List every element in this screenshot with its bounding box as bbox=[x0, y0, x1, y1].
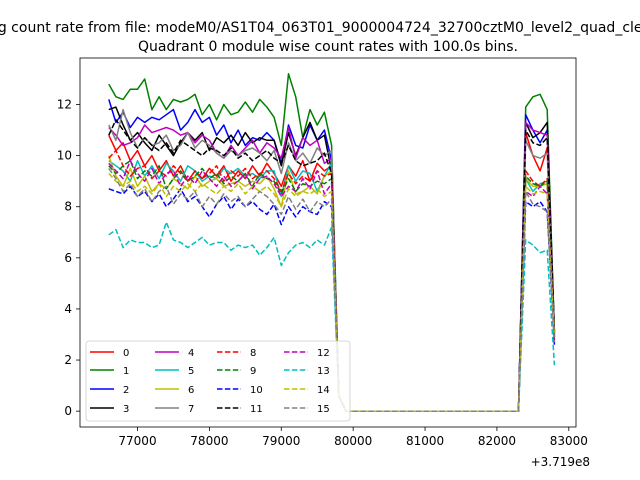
legend-label-13: 13 bbox=[317, 366, 330, 377]
legend-label-5: 5 bbox=[188, 366, 194, 377]
plot-axes: 77000 78000 79000 80000 81000 82000 83000 0 2 4 6 8… bbox=[57, 98, 588, 448]
legend-label-11: 11 bbox=[250, 404, 263, 415]
x-tick-label: 82000 bbox=[478, 434, 516, 448]
legend-label-2: 2 bbox=[123, 385, 129, 396]
y-tick-label: 10 bbox=[57, 149, 72, 163]
legend-label-6: 6 bbox=[188, 385, 194, 396]
y-tick-label: 6 bbox=[64, 251, 72, 265]
legend-label-8: 8 bbox=[250, 348, 256, 359]
x-axis-offset-label: +3.719e8 bbox=[531, 455, 590, 469]
x-tick-label: 77000 bbox=[118, 434, 156, 448]
x-tick-label: 78000 bbox=[190, 434, 228, 448]
legend-label-10: 10 bbox=[250, 385, 263, 396]
y-tick-label: 0 bbox=[64, 404, 72, 418]
y-tick-label: 2 bbox=[64, 353, 72, 367]
legend-label-1: 1 bbox=[123, 366, 129, 377]
plot-frame bbox=[79, 57, 577, 428]
figure-suptitle: Plotting count rate from file: modeM0/AS… bbox=[0, 20, 640, 36]
y-tick-label: 4 bbox=[64, 302, 72, 316]
legend-label-9: 9 bbox=[250, 366, 256, 377]
x-tick-label: 80000 bbox=[334, 434, 372, 448]
x-tick-label: 81000 bbox=[406, 434, 444, 448]
x-tick-label: 83000 bbox=[550, 434, 588, 448]
legend-box bbox=[85, 340, 351, 422]
plot-title: Quadrant 0 module wise count rates with … bbox=[138, 39, 518, 55]
legend-label-15: 15 bbox=[317, 404, 330, 415]
legend-label-0: 0 bbox=[123, 348, 129, 359]
axes-frame bbox=[79, 57, 577, 428]
legend-label-14: 14 bbox=[317, 385, 330, 396]
series-line-14 bbox=[108, 172, 556, 412]
y-tick-label: 12 bbox=[57, 98, 72, 112]
legend-label-3: 3 bbox=[123, 404, 129, 415]
legend-label-7: 7 bbox=[188, 404, 194, 415]
legend-label-4: 4 bbox=[188, 348, 194, 359]
legend-label-12: 12 bbox=[317, 348, 330, 359]
y-tick-label: 8 bbox=[64, 200, 72, 214]
x-tick-label: 79000 bbox=[262, 434, 300, 448]
